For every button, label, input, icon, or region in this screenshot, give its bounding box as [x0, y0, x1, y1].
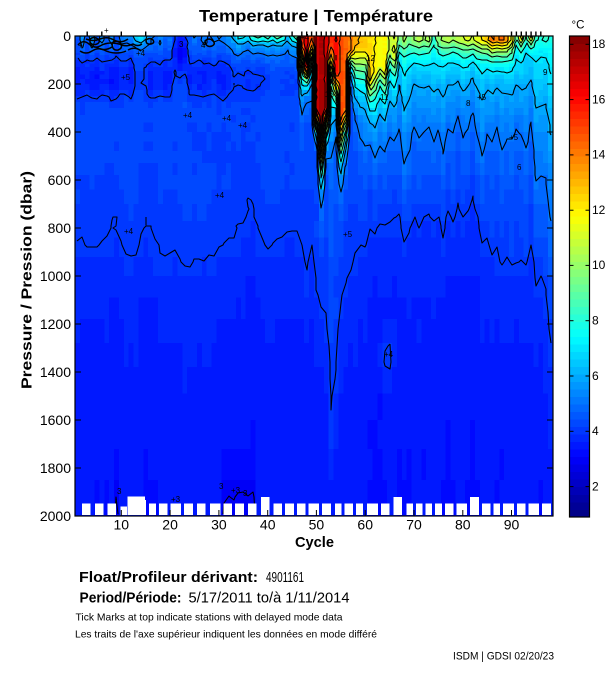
- svg-text:+4: +4: [183, 111, 193, 120]
- svg-text:80: 80: [455, 517, 471, 533]
- svg-text:Pressure / Pression (dbar): Pressure / Pression (dbar): [19, 171, 36, 389]
- svg-text:+4: +4: [124, 227, 134, 236]
- svg-text:18: 18: [592, 37, 606, 51]
- svg-text:16: 16: [592, 92, 606, 106]
- svg-text:12: 12: [366, 54, 375, 63]
- svg-text:800: 800: [48, 220, 72, 236]
- svg-text:4: 4: [201, 41, 206, 50]
- svg-text:+4: +4: [300, 33, 310, 42]
- svg-text:2: 2: [592, 479, 599, 493]
- svg-text:+5: +5: [343, 230, 353, 239]
- svg-text:12: 12: [592, 203, 606, 217]
- svg-text:Tick Marks at top indicate sta: Tick Marks at top indicate stations with…: [76, 613, 343, 624]
- svg-text:+4: +4: [222, 114, 232, 123]
- svg-text:1800: 1800: [40, 460, 71, 476]
- svg-text:2000: 2000: [40, 508, 71, 524]
- svg-text:+3: +3: [231, 486, 241, 495]
- svg-text:10: 10: [114, 517, 130, 533]
- svg-text:3: 3: [219, 482, 224, 491]
- svg-text:Period/Période:: Period/Période:: [80, 591, 182, 607]
- svg-text:+: +: [78, 41, 83, 50]
- svg-text:+5: +5: [477, 93, 487, 102]
- svg-text:40: 40: [260, 517, 276, 533]
- svg-text:+: +: [104, 26, 109, 35]
- svg-text:5/17/2011 to/à 1/11/2014: 5/17/2011 to/à 1/11/2014: [189, 591, 350, 607]
- svg-text:Les traits de l'axe supérieur: Les traits de l'axe supérieur indiquent …: [75, 630, 377, 641]
- svg-text:10: 10: [592, 258, 606, 272]
- svg-text:Float/Profileur dérivant:: Float/Profileur dérivant:: [79, 570, 258, 586]
- svg-text:1200: 1200: [40, 316, 71, 332]
- svg-text:11: 11: [380, 93, 389, 102]
- svg-text:+3: +3: [171, 495, 181, 504]
- svg-text:30: 30: [211, 517, 227, 533]
- svg-text:400: 400: [48, 124, 72, 140]
- svg-text:14: 14: [592, 148, 606, 162]
- svg-text:8: 8: [592, 314, 599, 328]
- svg-text:3: 3: [243, 489, 248, 498]
- svg-text:°C: °C: [572, 20, 585, 32]
- svg-text:70: 70: [406, 517, 422, 533]
- svg-text:6: 6: [592, 369, 599, 383]
- svg-text:Temperature | Température: Temperature | Température: [199, 8, 433, 26]
- svg-text:1400: 1400: [40, 364, 71, 380]
- svg-text:+4: +4: [384, 350, 394, 359]
- svg-text:15: 15: [325, 90, 334, 99]
- svg-text:8: 8: [466, 99, 471, 108]
- svg-text:6: 6: [517, 163, 522, 172]
- svg-text:50: 50: [309, 517, 325, 533]
- svg-text:90: 90: [504, 517, 520, 533]
- svg-text:3: 3: [117, 487, 122, 496]
- svg-text:600: 600: [48, 172, 72, 188]
- svg-text:1000: 1000: [40, 268, 71, 284]
- svg-text:ISDM | GDSI 02/20/23: ISDM | GDSI 02/20/23: [453, 651, 554, 663]
- svg-text:4901161: 4901161: [266, 570, 304, 586]
- svg-text:3: 3: [179, 40, 184, 49]
- svg-text:+5: +5: [509, 133, 519, 142]
- svg-text:0: 0: [63, 28, 71, 44]
- svg-text:+4: +4: [238, 121, 248, 130]
- svg-text:9: 9: [543, 68, 548, 77]
- svg-text:1600: 1600: [40, 412, 71, 428]
- svg-text:+4: +4: [136, 49, 146, 58]
- svg-text:4: 4: [592, 424, 599, 438]
- svg-text:+4: +4: [215, 191, 225, 200]
- svg-text:+5: +5: [121, 73, 131, 82]
- svg-text:200: 200: [48, 76, 72, 92]
- svg-text:60: 60: [357, 517, 373, 533]
- svg-text:20: 20: [162, 517, 178, 533]
- svg-text:Cycle: Cycle: [295, 534, 334, 551]
